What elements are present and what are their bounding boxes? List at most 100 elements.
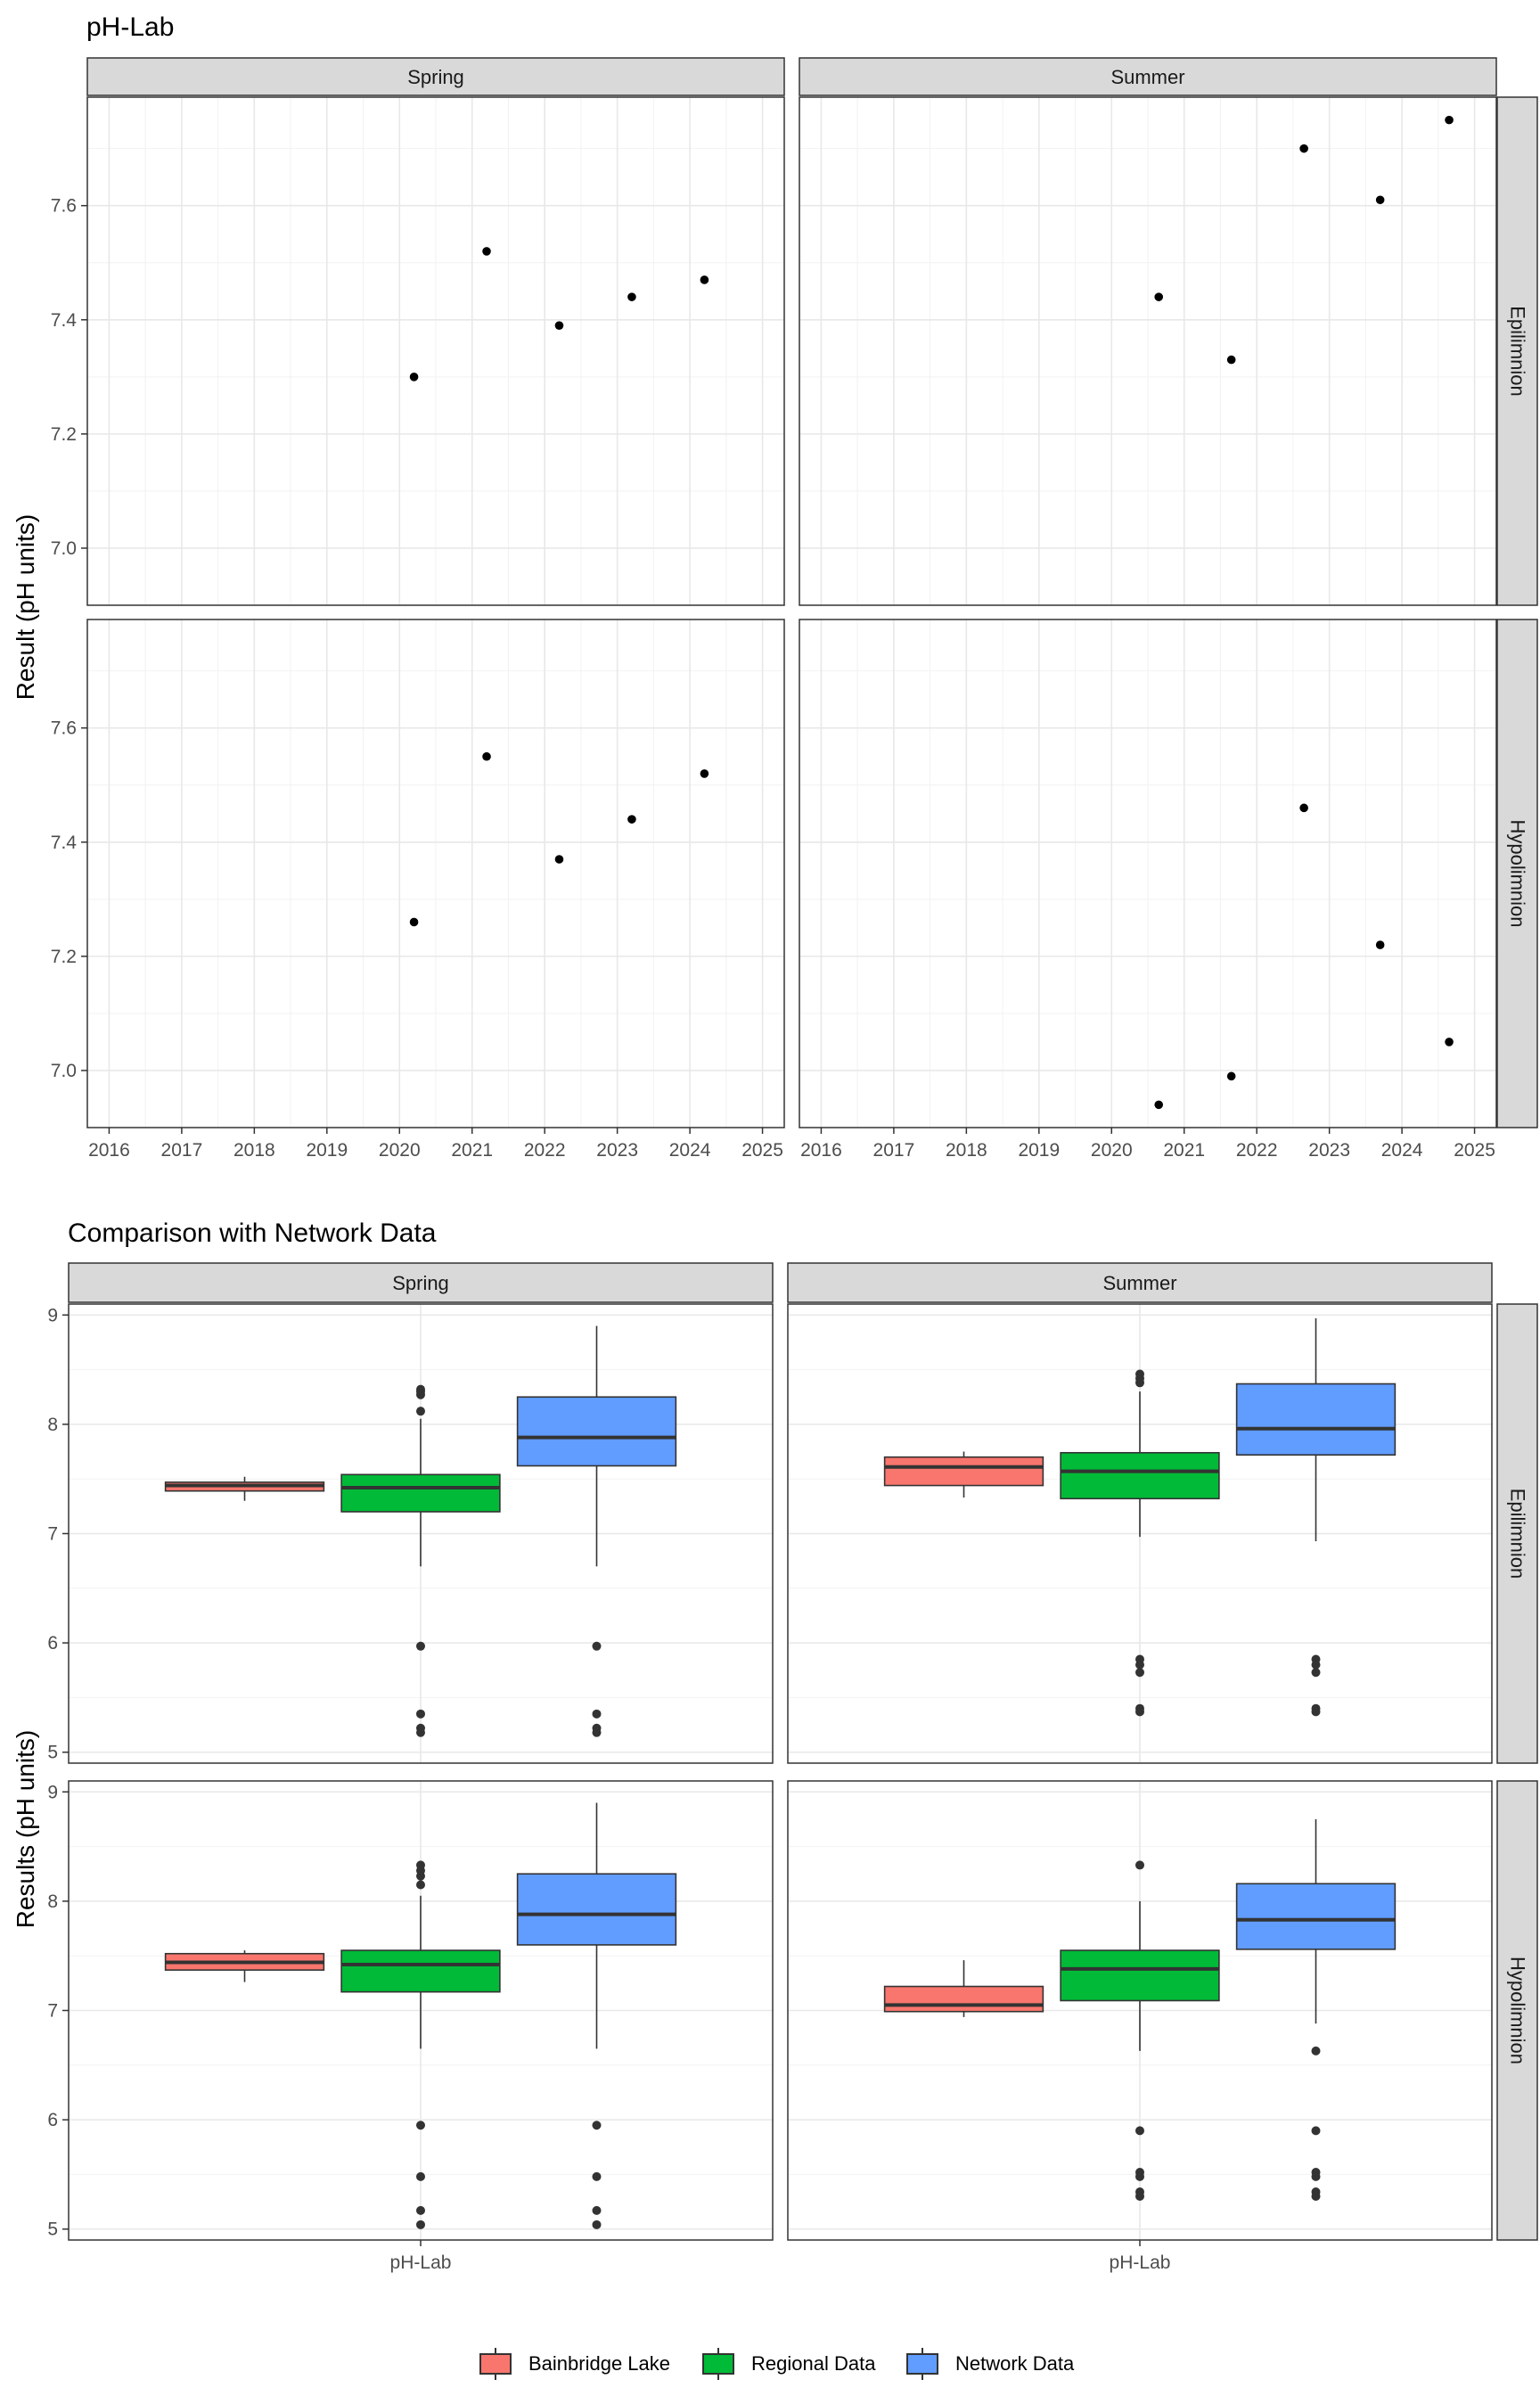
- strip-background: [1496, 1780, 1538, 2241]
- x-tick-label: 2024: [669, 1140, 711, 1161]
- data-point: [700, 275, 709, 284]
- y-tick-label: 7: [47, 2001, 58, 2022]
- strip-label: Summer: [1110, 66, 1184, 88]
- outlier-point: [1135, 1369, 1144, 1379]
- legend-key-network-data: [906, 2353, 938, 2375]
- panel-border: [799, 96, 1497, 606]
- boxplot-chart: Spring Summer Epilimnion Hypolimnion 5 6 7 8 9 5 6…: [47, 1262, 1538, 2273]
- outlier-point: [416, 1384, 425, 1394]
- strip-label: Hypolimnion: [1507, 819, 1529, 927]
- y-tick-label: 5: [47, 2220, 58, 2240]
- x-tick-label: pH-Lab: [1110, 2252, 1171, 2273]
- facet-strip-hypolimnion: Hypolimnion: [1496, 619, 1538, 1128]
- y-tick-label: 7.4: [51, 310, 78, 331]
- x-tick-label: 2019: [1018, 1140, 1060, 1161]
- outlier-point: [416, 1709, 425, 1719]
- panel-summer-hypolimnion: pH-Lab: [787, 1780, 1493, 2273]
- outlier-point: [416, 1407, 425, 1416]
- data-point: [627, 292, 636, 301]
- data-point: [1299, 144, 1308, 153]
- data-point: [554, 855, 564, 864]
- strip-background: [68, 1262, 774, 1303]
- box-network-data: [516, 1325, 677, 1737]
- box-iqr: [883, 1985, 1044, 2013]
- outlier-point: [1135, 1668, 1144, 1678]
- strip-label: Epilimnion: [1507, 306, 1529, 397]
- box-network-data: [516, 1802, 677, 2229]
- x-tick-label: pH-Lab: [390, 2252, 452, 2273]
- outlier-point: [416, 1727, 425, 1737]
- scatter-y-axis-label: Result (pH units): [12, 514, 39, 701]
- y-tick-label: 7.6: [51, 196, 77, 217]
- data-point: [1375, 940, 1385, 949]
- y-tick-label: 9: [47, 1782, 58, 1802]
- box-iqr: [1060, 1949, 1220, 2002]
- x-tick-label: 2017: [873, 1140, 915, 1161]
- panel-summer-epilimnion: [799, 96, 1497, 606]
- outlier-point: [1135, 2191, 1144, 2201]
- panel-spring-hypolimnion: 5 6 7 8 9 pH-Lab: [47, 1780, 774, 2273]
- strip-background: [1496, 1303, 1538, 1764]
- box-regional-data: [1060, 1860, 1220, 2201]
- outlier-point: [592, 2220, 602, 2229]
- x-tick-label: 2016: [88, 1140, 130, 1161]
- boxplot-chart-title: Comparison with Network Data: [68, 1219, 437, 1248]
- outlier-point: [1135, 1707, 1144, 1717]
- legend-label-network-data: Network Data: [955, 2352, 1075, 2375]
- facet-strip-epilimnion: Epilimnion: [1496, 1303, 1538, 1764]
- panel-border: [799, 619, 1497, 1128]
- box-iqr: [516, 1873, 677, 1946]
- box-regional-data: [340, 1860, 501, 2229]
- x-tick-label: 2017: [161, 1140, 203, 1161]
- data-point: [1226, 355, 1236, 365]
- y-tick-label: 7.2: [51, 947, 77, 967]
- data-point: [409, 373, 419, 382]
- outlier-point: [416, 1880, 425, 1890]
- box-bainbridge-lake: [883, 1451, 1044, 1498]
- panel-summer-epilimnion: [787, 1303, 1493, 1764]
- outlier-point: [1135, 2171, 1144, 2181]
- legend-key-bainbridge-lake: [479, 2353, 512, 2375]
- outlier-point: [1311, 1707, 1321, 1717]
- strip-background: [1496, 619, 1538, 1128]
- box-iqr: [516, 1396, 677, 1467]
- legend: Bainbridge Lake Regional Data Network Da…: [479, 2348, 1075, 2380]
- data-point: [627, 815, 636, 824]
- x-tick-label: 2016: [800, 1140, 842, 1161]
- scatter-chart: Spring SummerEpilimnionHypolimnion7.07.27…: [51, 57, 1538, 1161]
- y-tick-label: 7: [47, 1524, 58, 1545]
- data-point: [1445, 115, 1454, 125]
- panel-border: [86, 96, 785, 606]
- x-tick-label: 2018: [233, 1140, 275, 1161]
- data-point: [482, 751, 491, 761]
- data-point: [482, 247, 491, 256]
- y-tick-label: 8: [47, 1891, 58, 1912]
- box-bainbridge-lake: [164, 1476, 325, 1501]
- outlier-point: [1311, 2126, 1321, 2136]
- panel-summer-hypolimnion: 2016 2017 2018 2019 2020 2021 2022 2023 2024 2025: [799, 619, 1497, 1161]
- outlier-point: [592, 1641, 602, 1651]
- box-network-data: [1235, 1317, 1397, 1717]
- facet-strip-summer: Summer: [787, 1262, 1493, 1303]
- outlier-point: [1311, 2171, 1321, 2181]
- scatter-chart-title: pH-Lab: [86, 12, 174, 42]
- legend-label-regional-data: Regional Data: [751, 2352, 876, 2375]
- box-regional-data: [1060, 1369, 1220, 1717]
- y-tick-label: 7.0: [51, 538, 77, 559]
- box-iqr: [1060, 1451, 1220, 1500]
- y-tick-label: 8: [47, 1415, 58, 1435]
- facet-strip-summer: Summer: [799, 57, 1497, 96]
- outlier-point: [416, 2220, 425, 2229]
- outlier-point: [592, 2171, 602, 2181]
- panel-border: [86, 619, 785, 1128]
- strip-background: [86, 57, 785, 96]
- x-tick-label: 2020: [1091, 1140, 1133, 1161]
- panel-border: [787, 1303, 1493, 1764]
- outlier-point: [416, 1860, 425, 1870]
- outlier-point: [416, 2121, 425, 2130]
- box-iqr: [1235, 1883, 1397, 1950]
- x-tick-label: 2024: [1381, 1140, 1423, 1161]
- data-point: [1299, 803, 1308, 813]
- box-iqr: [340, 1473, 501, 1513]
